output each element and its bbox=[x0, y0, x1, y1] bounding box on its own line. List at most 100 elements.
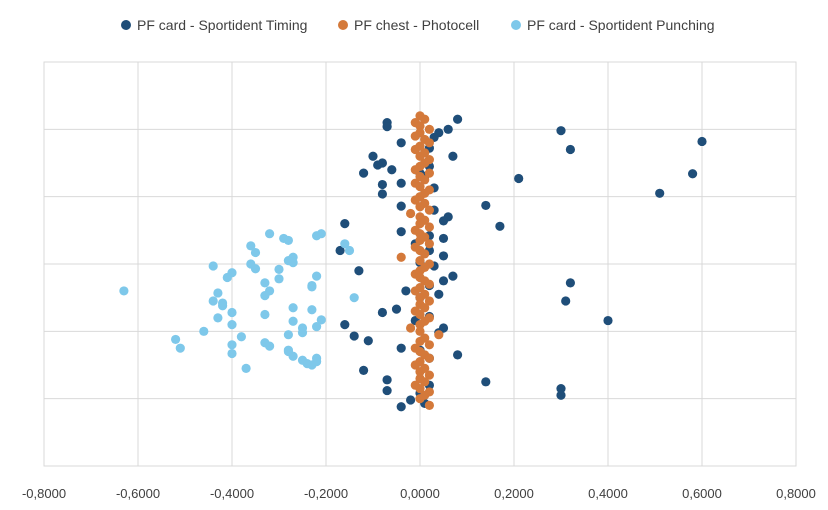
data-point bbox=[236, 332, 246, 342]
data-point bbox=[424, 353, 434, 363]
data-point bbox=[434, 330, 444, 340]
legend-item: PF card - Sportident Punching bbox=[511, 17, 715, 33]
data-point bbox=[175, 343, 185, 353]
data-point bbox=[297, 328, 308, 338]
data-point bbox=[354, 266, 364, 276]
legend-item: PF chest - Photocell bbox=[338, 17, 479, 33]
data-point bbox=[274, 264, 284, 274]
data-point bbox=[401, 286, 411, 296]
data-point bbox=[250, 264, 261, 274]
data-point bbox=[410, 165, 420, 175]
data-point bbox=[448, 151, 458, 161]
data-point bbox=[420, 377, 430, 387]
data-point bbox=[443, 124, 453, 134]
data-point bbox=[406, 395, 416, 405]
data-point bbox=[349, 331, 359, 341]
data-point bbox=[697, 136, 707, 147]
data-point bbox=[119, 286, 129, 296]
x-tick-label: 0,8000 bbox=[776, 486, 816, 501]
data-point bbox=[448, 271, 458, 281]
x-axis: -0,8000 -0,6000 -0,4000 -0,2000 0,0000 0,2000… bbox=[22, 486, 816, 501]
data-point bbox=[363, 336, 373, 346]
data-point bbox=[396, 178, 406, 188]
data-point bbox=[420, 114, 430, 124]
data-point bbox=[199, 326, 209, 336]
data-point bbox=[382, 385, 392, 396]
data-point bbox=[283, 330, 293, 340]
data-point bbox=[312, 322, 322, 332]
data-point bbox=[312, 271, 322, 281]
data-point bbox=[382, 375, 392, 385]
series-3 bbox=[119, 229, 359, 373]
series-2 bbox=[396, 111, 444, 410]
data-point bbox=[415, 309, 425, 320]
data-point bbox=[208, 261, 218, 271]
data-point bbox=[424, 138, 434, 148]
data-point bbox=[415, 383, 425, 394]
data-point bbox=[344, 245, 355, 256]
data-point bbox=[415, 394, 425, 404]
data-point bbox=[424, 296, 434, 306]
data-point bbox=[415, 181, 425, 192]
data-point bbox=[603, 315, 613, 326]
data-point bbox=[396, 402, 406, 412]
data-point bbox=[410, 195, 420, 205]
data-point bbox=[246, 241, 256, 251]
data-point bbox=[307, 360, 317, 370]
data-point bbox=[260, 291, 270, 301]
data-point bbox=[453, 114, 463, 124]
data-point bbox=[283, 235, 293, 246]
data-point bbox=[213, 288, 223, 298]
data-point bbox=[368, 151, 378, 161]
data-point bbox=[396, 227, 406, 237]
x-tick-label: 0,2000 bbox=[494, 486, 534, 501]
x-tick-label: 0,4000 bbox=[588, 486, 628, 501]
data-point bbox=[227, 320, 237, 330]
data-point bbox=[377, 307, 387, 318]
data-point bbox=[274, 274, 284, 284]
data-point bbox=[415, 151, 425, 161]
data-point bbox=[424, 400, 434, 410]
data-point bbox=[438, 233, 449, 244]
data-point bbox=[415, 219, 425, 229]
data-point bbox=[410, 131, 420, 141]
legend-label: PF card - Sportident Timing bbox=[137, 17, 307, 33]
data-point bbox=[387, 165, 397, 175]
x-tick-label: -0,2000 bbox=[304, 486, 348, 501]
data-point bbox=[340, 239, 350, 249]
data-point bbox=[415, 320, 425, 330]
data-point bbox=[481, 377, 491, 387]
data-point bbox=[288, 303, 298, 313]
data-point bbox=[561, 296, 571, 306]
data-point bbox=[415, 326, 425, 336]
data-point bbox=[265, 229, 275, 239]
data-point bbox=[556, 383, 566, 394]
data-point bbox=[415, 121, 425, 131]
data-point bbox=[495, 221, 505, 231]
x-tick-label: -0,6000 bbox=[116, 486, 160, 501]
data-point bbox=[396, 201, 406, 211]
data-point bbox=[382, 122, 392, 132]
data-point bbox=[288, 258, 298, 268]
data-point bbox=[222, 272, 232, 283]
data-point bbox=[359, 365, 369, 375]
legend-label: PF card - Sportident Punching bbox=[527, 17, 715, 33]
data-point bbox=[307, 282, 317, 292]
data-point bbox=[556, 126, 566, 136]
legend-label: PF chest - Photocell bbox=[354, 17, 479, 33]
data-point bbox=[227, 307, 237, 318]
data-point bbox=[420, 175, 430, 185]
data-point bbox=[424, 124, 434, 134]
data-point bbox=[424, 168, 434, 178]
data-point bbox=[396, 138, 406, 148]
data-point bbox=[171, 334, 181, 345]
data-point bbox=[377, 179, 387, 190]
data-point bbox=[288, 316, 298, 326]
data-point bbox=[227, 340, 237, 350]
data-point bbox=[391, 304, 402, 314]
data-point bbox=[415, 202, 425, 212]
data-point bbox=[424, 205, 434, 215]
data-point bbox=[565, 144, 576, 155]
data-point bbox=[208, 296, 218, 306]
data-point bbox=[655, 188, 665, 198]
